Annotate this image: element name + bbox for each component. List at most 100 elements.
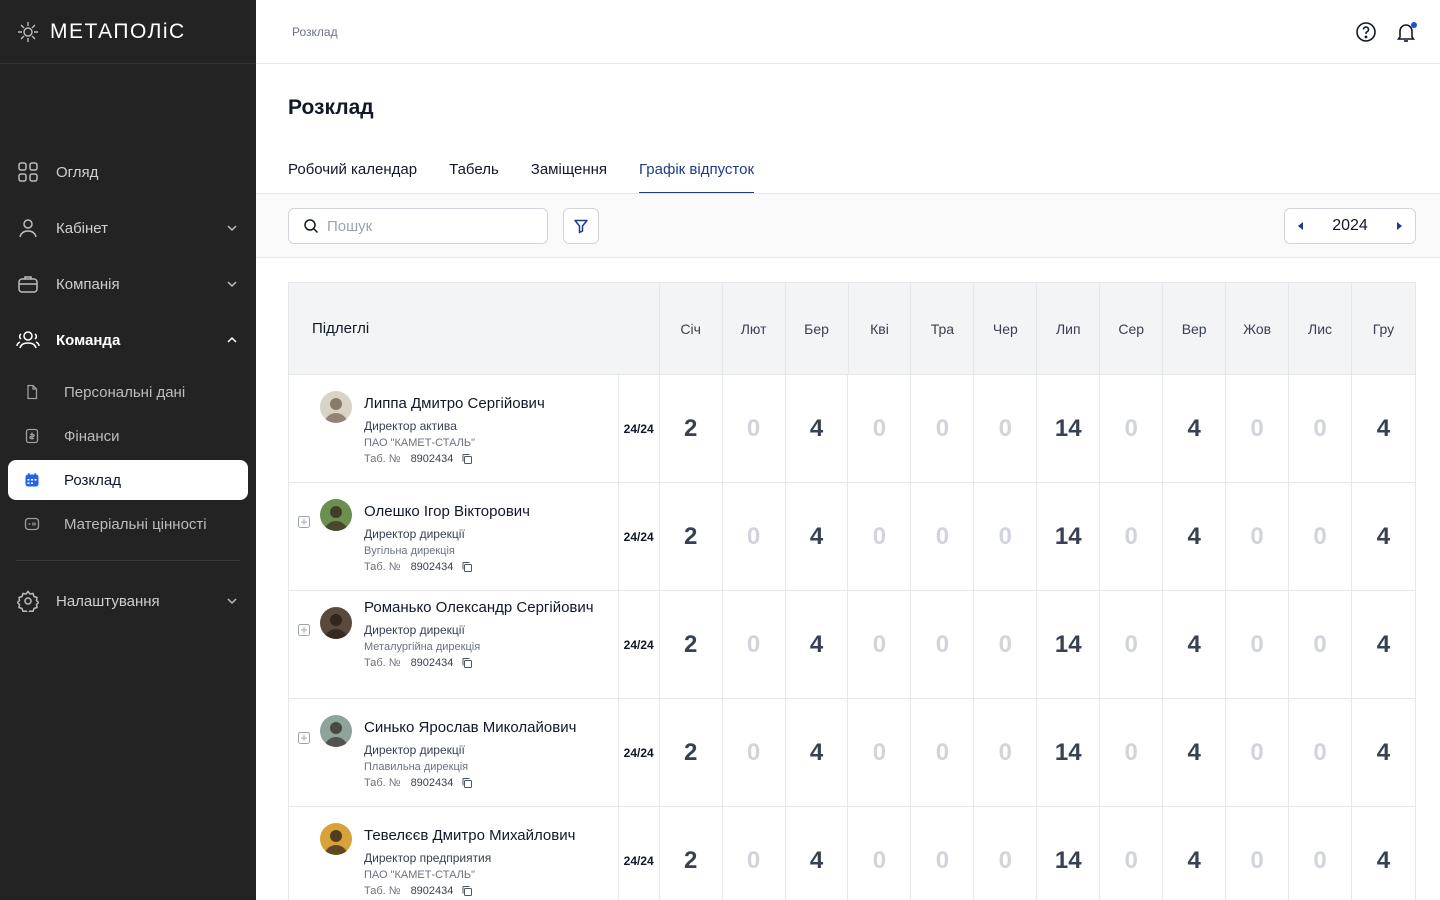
month-cell[interactable]: 0 (974, 699, 1038, 806)
month-cell[interactable]: 4 (1163, 591, 1227, 698)
expand-icon[interactable] (298, 624, 310, 636)
month-cell[interactable]: 2 (660, 699, 723, 806)
avatar[interactable] (320, 715, 352, 747)
bell-icon[interactable] (1394, 20, 1418, 44)
month-cell[interactable]: 0 (723, 699, 786, 806)
month-cell[interactable]: 4 (1376, 738, 1391, 766)
next-year-icon[interactable] (1391, 218, 1407, 234)
month-cell[interactable]: 14 (1037, 699, 1101, 806)
filter-button[interactable] (563, 208, 599, 244)
month-cell[interactable]: 2 (660, 483, 723, 590)
month-cell[interactable]: 0 (848, 699, 912, 806)
month-cell[interactable]: 14 (1037, 375, 1101, 482)
month-cell[interactable]: 0 (1226, 699, 1290, 806)
month-cell[interactable]: 0 (911, 591, 975, 698)
table-row[interactable]: Олешко Ігор Вікторович Директор дирекції В… (289, 483, 1415, 591)
month-cell[interactable]: 0 (911, 807, 975, 900)
sidebar-subitem-schedule[interactable]: Розклад (8, 460, 248, 500)
person-name[interactable]: Олешко Ігор Вікторович (364, 503, 530, 520)
month-cell[interactable]: 0 (974, 483, 1038, 590)
month-cell[interactable]: 0 (1226, 591, 1290, 698)
tab-substitution[interactable]: Заміщення (530, 161, 608, 178)
sidebar-item-team[interactable]: Команда (0, 312, 256, 368)
month-cell[interactable]: 0 (1100, 699, 1164, 806)
copy-icon[interactable] (461, 561, 473, 573)
month-cell[interactable]: 0 (723, 807, 786, 900)
month-cell[interactable]: 0 (1100, 375, 1164, 482)
help-icon[interactable] (1354, 20, 1378, 44)
month-cell[interactable]: 0 (974, 807, 1038, 900)
month-cell[interactable]: 14 (1037, 807, 1101, 900)
sidebar-subitem-personal-data[interactable]: Персональні дані (8, 372, 248, 412)
month-cell[interactable]: 4 (786, 375, 849, 482)
month-cell[interactable]: 4 (1163, 807, 1227, 900)
month-cell[interactable]: 4 (1163, 483, 1227, 590)
sidebar-item-overview[interactable]: Огляд (0, 144, 256, 200)
month-cell[interactable]: 0 (911, 483, 975, 590)
avatar[interactable] (320, 607, 352, 639)
month-cell[interactable]: 0 (974, 375, 1038, 482)
month-cell[interactable]: 0 (1100, 591, 1164, 698)
avatar[interactable] (320, 391, 352, 423)
month-cell[interactable]: 0 (848, 483, 912, 590)
month-cell[interactable]: 0 (848, 375, 912, 482)
month-cell[interactable]: 2 (660, 591, 723, 698)
month-cell[interactable]: 0 (911, 699, 975, 806)
month-cell[interactable]: 4 (1376, 630, 1391, 658)
month-cell[interactable]: 4 (786, 483, 849, 590)
month-cell[interactable]: 2 (660, 807, 723, 900)
copy-icon[interactable] (461, 657, 473, 669)
month-cell[interactable]: 14 (1037, 483, 1101, 590)
sidebar-subitem-assets[interactable]: Матеріальні цінності (8, 504, 248, 544)
month-cell[interactable]: 4 (786, 591, 849, 698)
copy-icon[interactable] (461, 453, 473, 465)
copy-icon[interactable] (461, 777, 473, 789)
person-name[interactable]: Романько Олександр Сергійович (364, 599, 594, 616)
table-row[interactable]: Синько Ярослав Миколайович Директор дирек… (289, 699, 1415, 807)
month-cell[interactable]: 0 (1289, 591, 1352, 698)
month-cell[interactable]: 2 (660, 375, 723, 482)
month-cell[interactable]: 14 (1037, 591, 1101, 698)
person-name[interactable]: Липпа Дмитро Сергійович (364, 395, 545, 412)
month-cell[interactable]: 0 (911, 375, 975, 482)
logo[interactable]: МЕТАПОЛіС (0, 0, 256, 64)
month-cell[interactable]: 4 (1163, 375, 1227, 482)
prev-year-icon[interactable] (1293, 218, 1309, 234)
expand-icon[interactable] (298, 732, 310, 744)
month-cell[interactable]: 0 (1226, 807, 1290, 900)
sidebar-item-cabinet[interactable]: Кабінет (0, 200, 256, 256)
tab-work-calendar[interactable]: Робочий календар (288, 161, 418, 178)
month-cell[interactable]: 0 (1226, 483, 1290, 590)
search-input[interactable] (327, 217, 527, 235)
avatar[interactable] (320, 499, 352, 531)
person-name[interactable]: Синько Ярослав Миколайович (364, 719, 577, 736)
table-row[interactable]: Липпа Дмитро Сергійович Директор активa ПА… (289, 375, 1415, 483)
month-cell[interactable]: 0 (1100, 483, 1164, 590)
month-cell[interactable]: 0 (723, 483, 786, 590)
month-cell[interactable]: 0 (848, 591, 912, 698)
month-cell[interactable]: 0 (974, 591, 1038, 698)
avatar[interactable] (320, 823, 352, 855)
month-cell[interactable]: 4 (1376, 414, 1391, 442)
person-name[interactable]: Тевелєєв Дмитро Михайлович (364, 827, 576, 844)
tab-timesheet[interactable]: Табель (449, 161, 499, 178)
column-subordinates[interactable]: Підлеглі (289, 283, 660, 374)
month-cell[interactable]: 4 (1376, 522, 1391, 550)
month-cell[interactable]: 0 (1289, 699, 1352, 806)
table-row[interactable]: Тевелєєв Дмитро Михайлович Директор предп… (289, 807, 1415, 900)
table-row[interactable]: Романько Олександр Сергійович Директор ди… (289, 591, 1415, 699)
month-cell[interactable]: 0 (723, 375, 786, 482)
sidebar-item-settings[interactable]: Налаштування (0, 573, 256, 629)
month-cell[interactable]: 4 (786, 807, 849, 900)
month-cell[interactable]: 4 (786, 699, 849, 806)
month-cell[interactable]: 4 (1376, 846, 1391, 874)
month-cell[interactable]: 0 (1226, 375, 1290, 482)
copy-icon[interactable] (461, 885, 473, 897)
month-cell[interactable]: 0 (848, 807, 912, 900)
month-cell[interactable]: 0 (1100, 807, 1164, 900)
breadcrumb[interactable]: Розклад (292, 24, 338, 39)
tab-vacation-schedule[interactable]: Графік відпусток (639, 146, 755, 194)
month-cell[interactable]: 0 (1289, 483, 1352, 590)
month-cell[interactable]: 4 (1163, 699, 1227, 806)
month-cell[interactable]: 0 (1289, 375, 1352, 482)
